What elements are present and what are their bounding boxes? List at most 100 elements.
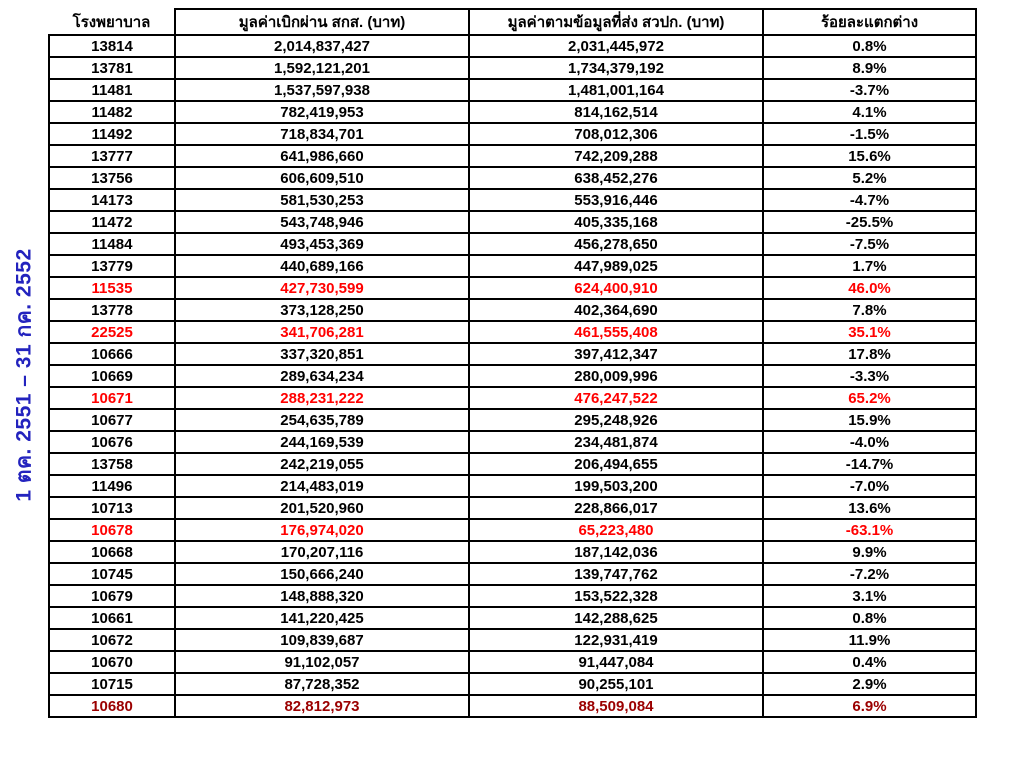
- hospital-id-cell: 11496: [48, 474, 176, 498]
- table-row: 10677 254,635,789 295,248,926 15.9%: [48, 408, 977, 432]
- table-row: 10669 289,634,234 280,009,996 -3.3%: [48, 364, 977, 388]
- table-row: 11496 214,483,019 199,503,200 -7.0%: [48, 474, 977, 498]
- sks-value-cell: 214,483,019: [174, 474, 470, 498]
- table-row: 11535 427,730,599 624,400,910 46.0%: [48, 276, 977, 300]
- column-header-pct-diff: ร้อยละแตกต่าง: [762, 8, 977, 36]
- sks-value-cell: 341,706,281: [174, 320, 470, 344]
- pct-diff-cell: 4.1%: [762, 100, 977, 124]
- table-row: 10715 87,728,352 90,255,101 2.9%: [48, 672, 977, 696]
- svpk-value-cell: 456,278,650: [468, 232, 764, 256]
- svpk-value-cell: 65,223,480: [468, 518, 764, 542]
- sks-value-cell: 1,537,597,938: [174, 78, 470, 102]
- table-row: 22525 341,706,281 461,555,408 35.1%: [48, 320, 977, 344]
- hospital-id-cell: 13779: [48, 254, 176, 278]
- svpk-value-cell: 91,447,084: [468, 650, 764, 674]
- pct-diff-cell: 35.1%: [762, 320, 977, 344]
- hospital-id-cell: 10715: [48, 672, 176, 696]
- hospital-id-cell: 10677: [48, 408, 176, 432]
- sks-value-cell: 82,812,973: [174, 694, 470, 718]
- pct-diff-cell: 17.8%: [762, 342, 977, 366]
- sks-value-cell: 87,728,352: [174, 672, 470, 696]
- pct-diff-cell: -25.5%: [762, 210, 977, 234]
- table-row: 13756 606,609,510 638,452,276 5.2%: [48, 166, 977, 190]
- sks-value-cell: 782,419,953: [174, 100, 470, 124]
- table-header-row: โรงพยาบาล มูลค่าเบิกผ่าน สกส. (บาท) มูลค…: [49, 8, 977, 36]
- table-row: 10680 82,812,973 88,509,084 6.9%: [48, 694, 977, 718]
- svpk-value-cell: 142,288,625: [468, 606, 764, 630]
- svpk-value-cell: 405,335,168: [468, 210, 764, 234]
- table-row: 11492 718,834,701 708,012,306 -1.5%: [48, 122, 977, 146]
- pct-diff-cell: 0.8%: [762, 606, 977, 630]
- sks-value-cell: 337,320,851: [174, 342, 470, 366]
- pct-diff-cell: 1.7%: [762, 254, 977, 278]
- hospital-id-cell: 10669: [48, 364, 176, 388]
- hospital-id-cell: 10670: [48, 650, 176, 674]
- sks-value-cell: 718,834,701: [174, 122, 470, 146]
- hospital-id-cell: 14173: [48, 188, 176, 212]
- hospital-id-cell: 13777: [48, 144, 176, 168]
- svpk-value-cell: 742,209,288: [468, 144, 764, 168]
- svpk-value-cell: 90,255,101: [468, 672, 764, 696]
- table-row: 10672 109,839,687 122,931,419 11.9%: [48, 628, 977, 652]
- sks-value-cell: 427,730,599: [174, 276, 470, 300]
- sks-value-cell: 109,839,687: [174, 628, 470, 652]
- svpk-value-cell: 228,866,017: [468, 496, 764, 520]
- svpk-value-cell: 553,916,446: [468, 188, 764, 212]
- pct-diff-cell: 46.0%: [762, 276, 977, 300]
- table-row: 13814 2,014,837,427 2,031,445,972 0.8%: [48, 34, 977, 58]
- table-row: 10666 337,320,851 397,412,347 17.8%: [48, 342, 977, 366]
- hospital-id-cell: 22525: [48, 320, 176, 344]
- table-row: 10668 170,207,116 187,142,036 9.9%: [48, 540, 977, 564]
- table-row: 13758 242,219,055 206,494,655 -14.7%: [48, 452, 977, 476]
- table-row: 11472 543,748,946 405,335,168 -25.5%: [48, 210, 977, 234]
- column-header-sks-value: มูลค่าเบิกผ่าน สกส. (บาท): [174, 8, 470, 36]
- hospital-id-cell: 11482: [48, 100, 176, 124]
- svpk-value-cell: 199,503,200: [468, 474, 764, 498]
- pct-diff-cell: -7.2%: [762, 562, 977, 586]
- sks-value-cell: 91,102,057: [174, 650, 470, 674]
- pct-diff-cell: 13.6%: [762, 496, 977, 520]
- hospital-id-cell: 10713: [48, 496, 176, 520]
- svpk-value-cell: 2,031,445,972: [468, 34, 764, 58]
- svpk-value-cell: 1,481,001,164: [468, 78, 764, 102]
- hospital-id-cell: 13778: [48, 298, 176, 322]
- hospital-id-cell: 10680: [48, 694, 176, 718]
- sks-value-cell: 493,453,369: [174, 232, 470, 256]
- table-body: 13814 2,014,837,427 2,031,445,972 0.8% 13781…: [48, 34, 977, 718]
- sks-value-cell: 141,220,425: [174, 606, 470, 630]
- hospital-id-cell: 10672: [48, 628, 176, 652]
- svpk-value-cell: 295,248,926: [468, 408, 764, 432]
- sks-value-cell: 242,219,055: [174, 452, 470, 476]
- table-row: 13778 373,128,250 402,364,690 7.8%: [48, 298, 977, 322]
- pct-diff-cell: 15.9%: [762, 408, 977, 432]
- svpk-value-cell: 447,989,025: [468, 254, 764, 278]
- hospital-id-cell: 11484: [48, 232, 176, 256]
- sks-value-cell: 201,520,960: [174, 496, 470, 520]
- table-row: 10671 288,231,222 476,247,522 65.2%: [48, 386, 977, 410]
- svpk-value-cell: 402,364,690: [468, 298, 764, 322]
- table-row: 11482 782,419,953 814,162,514 4.1%: [48, 100, 977, 124]
- pct-diff-cell: -14.7%: [762, 452, 977, 476]
- pct-diff-cell: 3.1%: [762, 584, 977, 608]
- hospital-id-cell: 11481: [48, 78, 176, 102]
- sks-value-cell: 150,666,240: [174, 562, 470, 586]
- hospital-id-cell: 13781: [48, 56, 176, 80]
- svpk-value-cell: 122,931,419: [468, 628, 764, 652]
- pct-diff-cell: 0.8%: [762, 34, 977, 58]
- table-row: 10679 148,888,320 153,522,328 3.1%: [48, 584, 977, 608]
- pct-diff-cell: 0.4%: [762, 650, 977, 674]
- table-row: 10713 201,520,960 228,866,017 13.6%: [48, 496, 977, 520]
- svpk-value-cell: 1,734,379,192: [468, 56, 764, 80]
- hospital-id-cell: 10679: [48, 584, 176, 608]
- sks-value-cell: 606,609,510: [174, 166, 470, 190]
- pct-diff-cell: 65.2%: [762, 386, 977, 410]
- report-period-label: 1 ตค. 2551 – 31 กค. 2552: [12, 248, 36, 502]
- svpk-value-cell: 234,481,874: [468, 430, 764, 454]
- pct-diff-cell: 9.9%: [762, 540, 977, 564]
- svpk-value-cell: 206,494,655: [468, 452, 764, 476]
- pct-diff-cell: 6.9%: [762, 694, 977, 718]
- svpk-value-cell: 638,452,276: [468, 166, 764, 190]
- hospital-id-cell: 11535: [48, 276, 176, 300]
- pct-diff-cell: -7.5%: [762, 232, 977, 256]
- sks-value-cell: 244,169,539: [174, 430, 470, 454]
